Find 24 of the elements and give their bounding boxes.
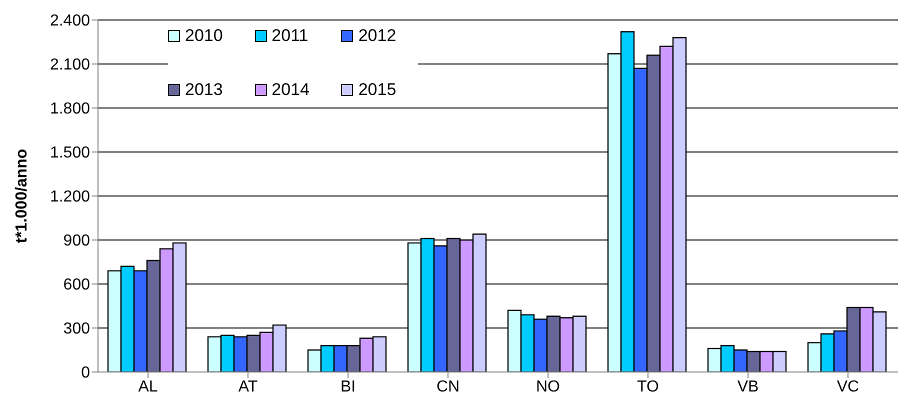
y-tick-label: 1.200 [50,188,90,206]
legend-label: 2012 [357,26,398,46]
legend-label: 2011 [270,26,310,46]
legend-label: 2013 [184,80,224,100]
x-tick-label: TO [637,378,659,396]
y-tick-label: 1.800 [50,100,90,118]
x-tick-label: NO [536,378,560,396]
x-tick-label: AL [138,378,158,396]
y-tick-label: 300 [63,320,90,338]
y-axis-title: t*1.000/anno [14,148,31,244]
x-tick-label: AT [238,378,258,396]
x-tick-label: VC [836,378,860,396]
legend-label: 2015 [357,80,398,100]
y-tick-label: 1.500 [50,144,90,162]
y-tick-label: 900 [63,232,90,250]
x-tick-label: BI [340,378,356,396]
y-tick-label: 600 [63,276,90,294]
legend-label: 2014 [270,80,310,100]
y-tick-label: 0 [81,364,90,382]
y-tick-label: 2.400 [50,12,90,30]
x-tick-label: CN [436,378,460,396]
x-tick-label: VB [737,378,759,396]
legend-label: 2010 [184,26,224,46]
y-tick-label: 2.100 [50,56,90,74]
